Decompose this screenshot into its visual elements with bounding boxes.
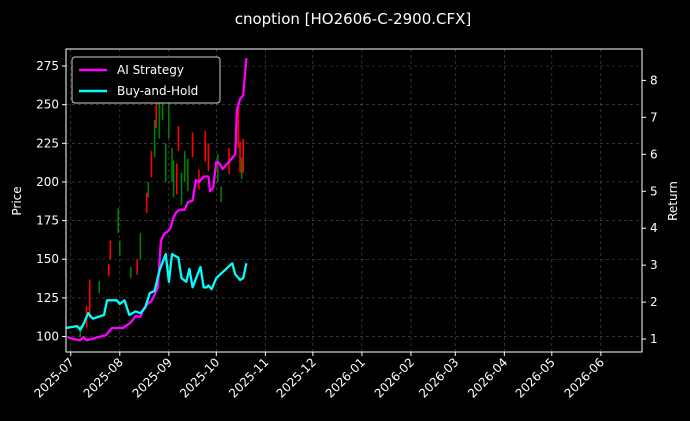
- y-left-tick-label: 125: [36, 291, 59, 305]
- y-right-tick-label: 4: [650, 221, 658, 235]
- y-left-tick-label: 175: [36, 214, 59, 228]
- y-axis-right-ticks: 1 2 3 4 5 6 7 8: [642, 73, 658, 346]
- y-left-tick-label: 150: [36, 252, 59, 266]
- legend: AI Strategy Buy-and-Hold: [71, 56, 221, 104]
- plot-frame: [65, 48, 643, 353]
- y-axis-right-title: Return: [666, 181, 680, 221]
- series-line-buy-and-hold: [65, 252, 248, 331]
- y-left-tick-label: 225: [36, 136, 59, 150]
- y-right-tick-label: 6: [650, 147, 658, 161]
- series-lines: [65, 58, 248, 342]
- y-right-tick-label: 1: [650, 332, 658, 346]
- y-left-tick-label: 200: [36, 175, 59, 189]
- y-right-tick-label: 2: [650, 295, 658, 309]
- legend-box: [71, 56, 221, 104]
- chart-title: cnoption [HO2606-C-2900.CFX]: [235, 10, 472, 28]
- y-left-tick-label: 275: [36, 59, 59, 73]
- y-right-tick-label: 5: [650, 184, 658, 198]
- series-line-ai-strategy: [67, 58, 248, 342]
- y-right-tick-label: 8: [650, 73, 658, 87]
- y-right-tick-label: 7: [650, 110, 658, 124]
- y-axis-left-title: Price: [10, 186, 24, 215]
- y-axis-left-ticks: 100 125 150 175 200 225 250 275: [36, 59, 66, 344]
- y-left-tick-label: 250: [36, 98, 59, 112]
- legend-label-buy-and-hold: Buy-and-Hold: [117, 84, 198, 98]
- legend-label-ai-strategy: AI Strategy: [117, 63, 184, 77]
- y-right-tick-label: 3: [650, 258, 658, 272]
- y-left-tick-label: 100: [36, 330, 59, 344]
